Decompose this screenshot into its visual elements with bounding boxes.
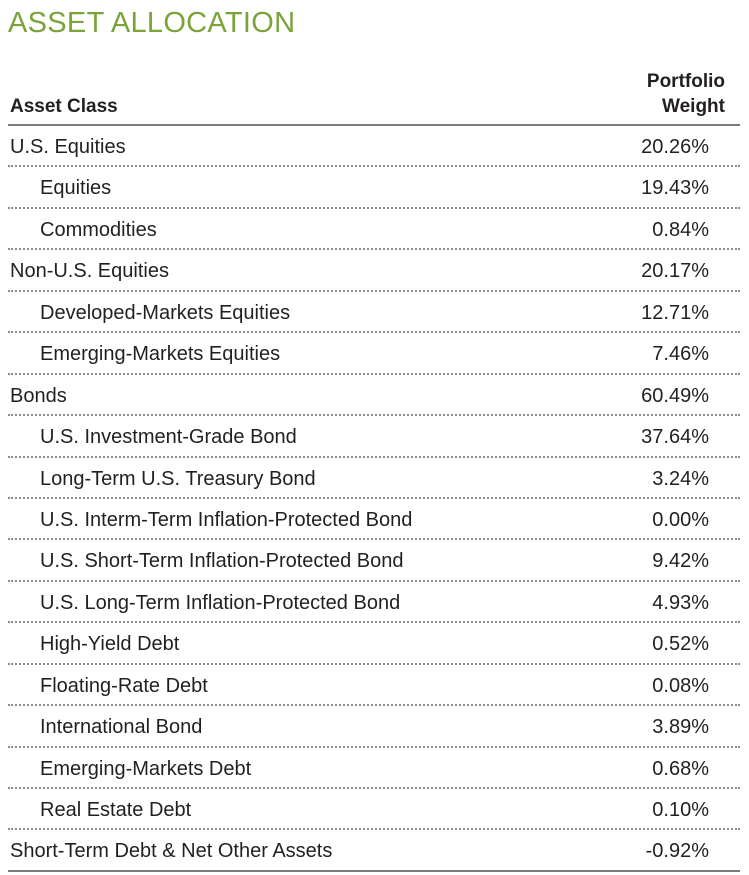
column-header-portfolio-weight-line2: Weight xyxy=(662,96,725,117)
portfolio-weight-value: 0.08% xyxy=(652,674,709,697)
asset-class-label: Short-Term Debt & Net Other Assets xyxy=(10,840,333,863)
table-row: Long-Term U.S. Treasury Bond 3.24% xyxy=(8,458,740,499)
portfolio-weight-value: 0.84% xyxy=(652,218,709,241)
table-row: Bonds 60.49% xyxy=(8,375,740,417)
asset-class-label: Floating-Rate Debt xyxy=(40,674,208,697)
table-row: U.S. Long-Term Inflation-Protected Bond 4… xyxy=(8,582,740,624)
asset-class-label: U.S. Short-Term Inflation-Protected Bond xyxy=(40,550,404,573)
portfolio-weight-value: 37.64% xyxy=(641,426,709,449)
page-title: ASSET ALLOCATION xyxy=(8,7,296,39)
table-row: U.S. Interm-Term Inflation-Protected Bon… xyxy=(8,499,740,541)
portfolio-weight-value: 0.52% xyxy=(652,633,709,656)
asset-class-label: U.S. Investment-Grade Bond xyxy=(40,426,297,449)
portfolio-weight-value: 4.93% xyxy=(652,591,709,614)
portfolio-weight-value: 3.24% xyxy=(652,467,709,490)
portfolio-weight-value: 0.10% xyxy=(652,799,709,821)
asset-class-label: U.S. Interm-Term Inflation-Protected Bon… xyxy=(40,508,413,531)
portfolio-weight-value: 3.89% xyxy=(652,716,709,739)
asset-class-label: U.S. Equities xyxy=(10,136,126,158)
asset-class-label: Real Estate Debt xyxy=(40,799,192,821)
asset-class-label: Bonds xyxy=(10,384,67,407)
portfolio-weight-value: 9.42% xyxy=(652,550,709,573)
asset-class-label: High-Yield Debt xyxy=(40,633,180,656)
table-row: U.S. Investment-Grade Bond 37.64% xyxy=(8,416,740,458)
table-row: Emerging-Markets Equities 7.46% xyxy=(8,333,740,375)
table-row: Real Estate Debt 0.10% xyxy=(8,789,740,831)
portfolio-weight-value: 19.43% xyxy=(641,177,709,200)
portfolio-weight-value: 12.71% xyxy=(641,301,709,324)
asset-class-label: Non-U.S. Equities xyxy=(10,260,169,283)
portfolio-weight-value: 20.26% xyxy=(641,136,709,158)
column-header-portfolio-weight: Portfolio Weight xyxy=(605,69,725,119)
asset-class-label: Equities xyxy=(40,177,112,200)
table-row: Equities 19.43% xyxy=(8,167,740,209)
allocation-table-body: U.S. Equities 20.26% Equities 19.43% Commo… xyxy=(8,126,740,872)
portfolio-weight-value: 7.46% xyxy=(652,343,709,366)
asset-class-label: Long-Term U.S. Treasury Bond xyxy=(40,467,316,490)
asset-class-label: U.S. Long-Term Inflation-Protected Bond xyxy=(40,591,401,614)
portfolio-weight-value: 0.68% xyxy=(652,757,709,780)
table-row: Commodities 0.84% xyxy=(8,209,740,251)
asset-class-label: Commodities xyxy=(40,218,157,241)
portfolio-weight-value: -0.92% xyxy=(645,840,709,863)
asset-class-label: International Bond xyxy=(40,716,203,739)
table-row: Developed-Markets Equities 12.71% xyxy=(8,292,740,334)
table-row: Floating-Rate Debt 0.08% xyxy=(8,665,740,707)
portfolio-weight-value: 0.00% xyxy=(652,508,709,531)
asset-class-label: Developed-Markets Equities xyxy=(40,301,291,324)
header-divider xyxy=(8,124,740,126)
portfolio-weight-value: 20.17% xyxy=(641,260,709,283)
table-row: U.S. Short-Term Inflation-Protected Bond… xyxy=(8,540,740,582)
asset-class-label: Emerging-Markets Equities xyxy=(40,343,281,366)
table-header: Asset Class Portfolio Weight xyxy=(8,64,741,122)
asset-class-label: Emerging-Markets Debt xyxy=(40,757,252,780)
column-header-portfolio-weight-line1: Portfolio xyxy=(646,71,725,92)
column-header-asset-class: Asset Class xyxy=(10,96,118,117)
table-row: International Bond 3.89% xyxy=(8,706,740,748)
table-row: Non-U.S. Equities 20.17% xyxy=(8,250,740,292)
table-row: High-Yield Debt 0.52% xyxy=(8,623,740,665)
table-row: U.S. Equities 20.26% xyxy=(8,126,740,168)
table-row: Short-Term Debt & Net Other Assets -0.92% xyxy=(8,830,740,872)
portfolio-weight-value: 60.49% xyxy=(641,384,709,407)
table-row: Emerging-Markets Debt 0.68% xyxy=(8,748,740,789)
